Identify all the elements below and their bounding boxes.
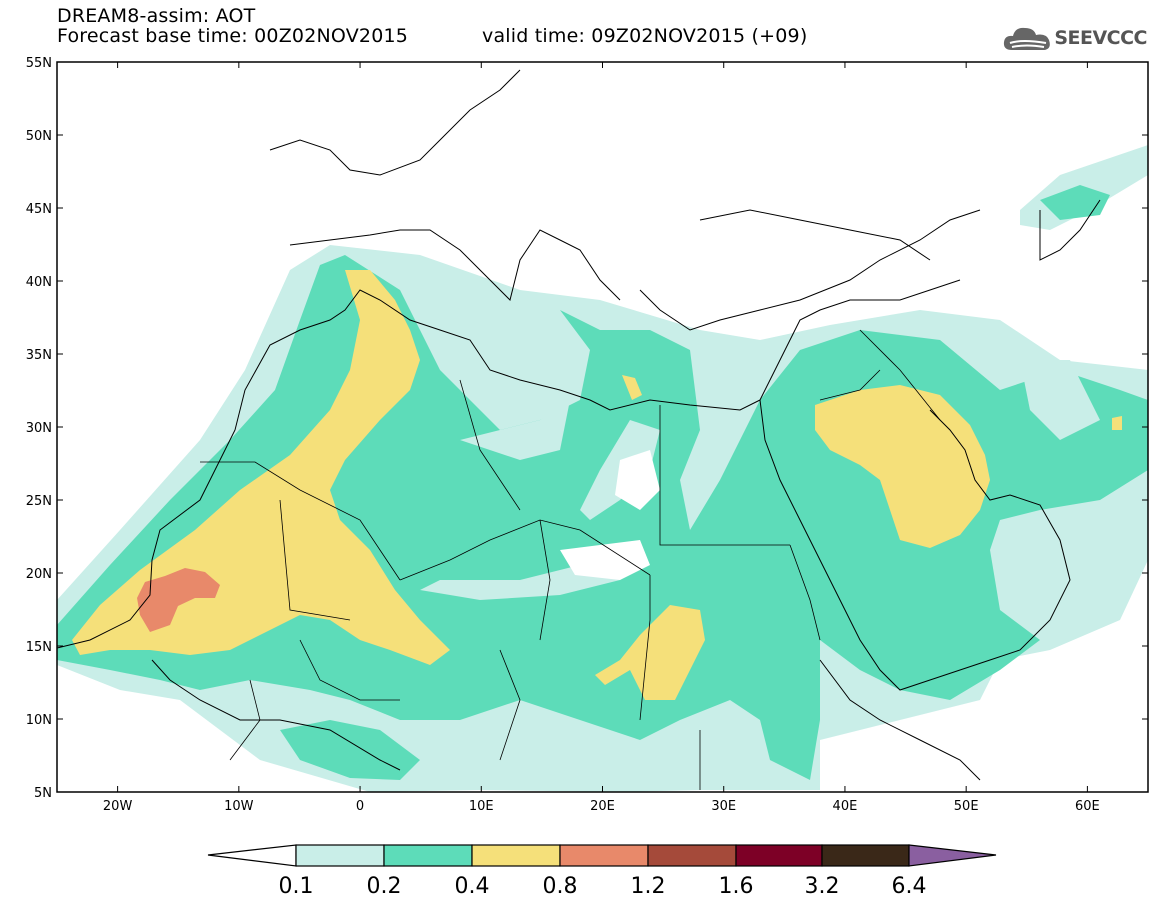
colorbar-level-label: 0.2	[367, 874, 402, 899]
colorbar-box-1	[295, 844, 385, 867]
colorbar-box-6	[735, 844, 823, 867]
lat-label: 55N	[26, 56, 52, 71]
aot-band-mid	[57, 255, 1148, 780]
time-info: Forecast base time: 00Z02NOV2015 valid ti…	[57, 25, 807, 47]
colorbar-level-label: 1.2	[631, 874, 666, 899]
lat-label: 10N	[26, 713, 52, 728]
colorbar-box-4	[559, 844, 649, 867]
colorbar-level-label: 0.4	[455, 874, 490, 899]
lon-label: 30E	[711, 799, 736, 814]
lon-label: 40E	[833, 799, 858, 814]
seevccc-logo: SEEVCCC	[1002, 22, 1147, 54]
axis-ticks: 55N 50N 45N 40N 35N 30N 25N 20N 15N 10N 5N 20W 10W 0 1…	[26, 56, 1148, 814]
colorbar-left-arrow	[207, 844, 297, 867]
colorbar	[207, 844, 997, 867]
lon-label: 10W	[224, 799, 254, 814]
lat-label: 20N	[26, 567, 52, 582]
aot-band-high-sudan	[595, 605, 705, 700]
aot-band-mid-gulf	[280, 720, 420, 780]
colorbar-level-label: 6.4	[892, 874, 927, 899]
colorbar-box-2	[383, 844, 473, 867]
cloud-icon	[1004, 27, 1051, 50]
aot-band-low	[57, 245, 1148, 792]
lon-label: 50E	[954, 799, 979, 814]
valid-time: valid time: 09Z02NOV2015 (+09)	[482, 25, 808, 47]
lon-label: 20E	[590, 799, 615, 814]
lat-label: 45N	[26, 202, 52, 217]
aot-band-mid-caspian	[1040, 185, 1110, 220]
chart-title: DREAM8-assim: AOT	[57, 5, 256, 27]
lat-label: 5N	[34, 786, 52, 801]
lat-label: 30N	[26, 421, 52, 436]
lat-label: 15N	[26, 640, 52, 655]
lat-label: 50N	[26, 129, 52, 144]
lon-label: 60E	[1075, 799, 1100, 814]
base-time: Forecast base time: 00Z02NOV2015	[57, 25, 409, 47]
borders	[200, 329, 941, 790]
lon-label: 20W	[103, 799, 133, 814]
aot-band-low-caspian	[1020, 145, 1148, 230]
colorbar-box-5	[647, 844, 737, 867]
colorbar-level-label: 3.2	[805, 874, 840, 899]
lat-label: 35N	[26, 348, 52, 363]
lat-label: 25N	[26, 494, 52, 509]
colorbar-labels: 0.1 0.2 0.4 0.8 1.2 1.6 3.2 6.4	[279, 874, 927, 899]
map-frame	[56, 61, 1149, 793]
colorbar-box-3	[471, 844, 561, 867]
aot-band-high-dust-plume	[72, 270, 450, 665]
coastlines	[57, 69, 1101, 781]
colorbar-right-arrow	[908, 844, 997, 867]
colorbar-box-7	[821, 844, 910, 867]
lat-label: 40N	[26, 275, 52, 290]
lon-label: 0	[356, 799, 364, 814]
colorbar-level-label: 0.1	[279, 874, 314, 899]
logo-text: SEEVCCC	[1054, 27, 1147, 49]
colorbar-level-label: 0.8	[543, 874, 578, 899]
aot-band-high-arabia	[815, 385, 990, 548]
colorbar-level-label: 1.6	[719, 874, 754, 899]
aot-field	[57, 145, 1148, 792]
aot-band-peak	[137, 568, 220, 632]
lon-label: 10E	[469, 799, 494, 814]
